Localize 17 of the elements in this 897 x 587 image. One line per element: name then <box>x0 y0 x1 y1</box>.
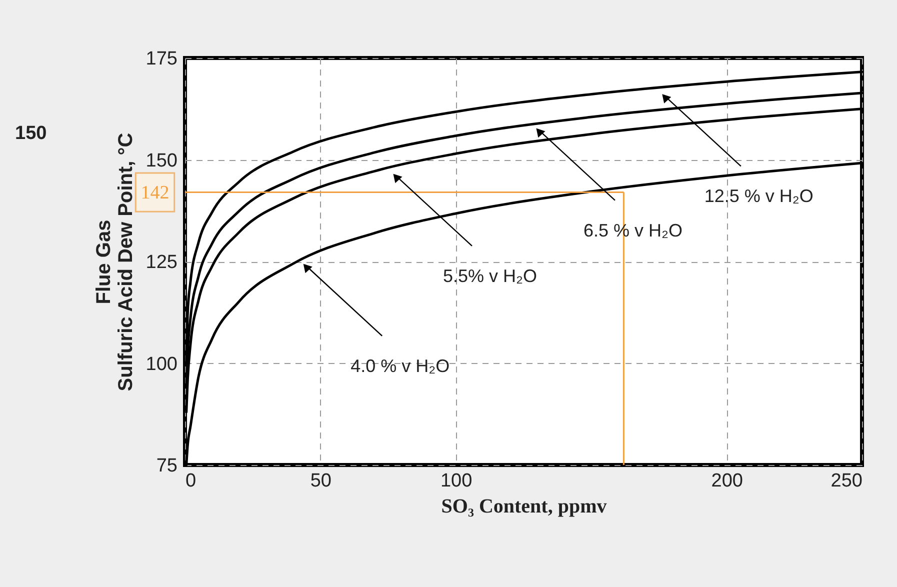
y-tick-label: 75 <box>156 456 178 476</box>
x-axis-title: SO₃ Content, ppmv <box>441 496 607 518</box>
annotation: 12.5 % v H₂O <box>704 186 814 206</box>
x-tick-label: 200 <box>711 470 743 492</box>
y-tick-label: 100 <box>146 354 178 375</box>
x-tick-label: 100 <box>440 470 472 492</box>
text: 150 <box>15 123 47 144</box>
annotation: 5.5% v H₂O <box>442 266 538 286</box>
x-tick-label: 50 <box>310 470 332 492</box>
y-axis-title: Flue Gas Sulfuric Acid Dew Point, °C <box>92 132 137 392</box>
y-tick-label: 150 <box>146 150 178 172</box>
x-tick-label: 250 <box>830 470 862 492</box>
y-tick-label: 175 <box>146 48 178 70</box>
annotation: 4.0 % v H₂O <box>350 356 450 376</box>
ref-line-label: 142 <box>140 182 170 204</box>
x-tick-label: 0 <box>186 470 196 492</box>
y-tick-label: 125 <box>146 252 178 273</box>
